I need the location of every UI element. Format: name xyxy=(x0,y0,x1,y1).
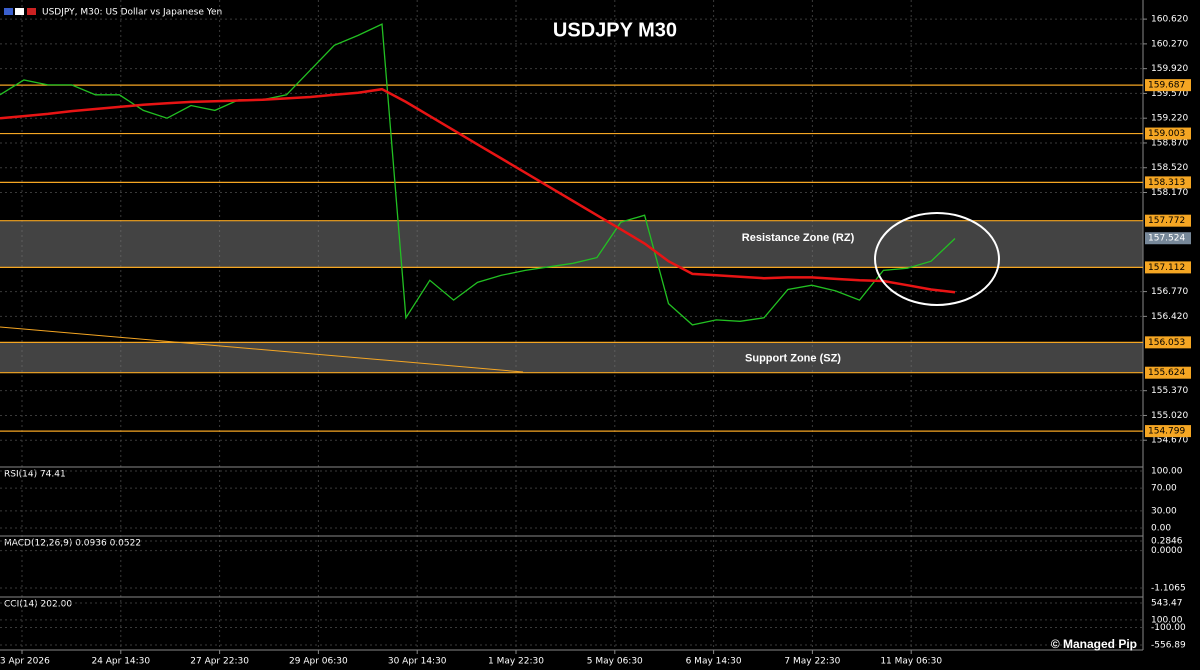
panel-tick-label: -1.1065 xyxy=(1151,584,1186,594)
price-tick-label: 159.220 xyxy=(1151,114,1188,124)
level-label: 159.003 xyxy=(1148,129,1185,139)
level-label: 155.624 xyxy=(1148,368,1185,378)
time-label: 11 May 06:30 xyxy=(880,657,942,667)
panel-tick-label: 0.0000 xyxy=(1151,546,1183,556)
price-tick-label: 155.370 xyxy=(1151,386,1188,396)
price-tick-label: 158.520 xyxy=(1151,163,1188,173)
price-tick-label: 156.420 xyxy=(1151,312,1188,322)
price-tick-label: 155.020 xyxy=(1151,411,1188,421)
panel-label: RSI(14) 74.41 xyxy=(4,470,66,480)
time-label: 5 May 06:30 xyxy=(587,657,643,667)
current-badge xyxy=(1145,232,1191,245)
panel-tick-label: 100.00 xyxy=(1151,467,1183,477)
price-tick-label: 160.270 xyxy=(1151,39,1188,49)
level-label: 157.772 xyxy=(1148,216,1185,226)
level-badge xyxy=(1145,336,1191,349)
zones: Resistance Zone (RZ) Support Zone (SZ) xyxy=(0,220,1143,373)
price-tick-label: 158.170 xyxy=(1151,188,1188,198)
highlight-circle xyxy=(874,212,1000,306)
level-badge xyxy=(1145,425,1191,438)
time-label: 27 Apr 22:30 xyxy=(190,657,249,667)
trend-line xyxy=(0,326,524,373)
levels xyxy=(0,84,1143,432)
time-label: 29 Apr 06:30 xyxy=(289,657,348,667)
price-tick-label: 156.770 xyxy=(1151,287,1188,297)
panel-tick-label: 30.00 xyxy=(1151,506,1177,516)
price-tick-label: 154.670 xyxy=(1151,436,1188,446)
current-label: 157.524 xyxy=(1148,234,1185,244)
grid xyxy=(0,0,1144,650)
zone xyxy=(0,342,1143,373)
zone xyxy=(0,220,1143,268)
indicator-panels: RSI(14) 74.41 100.00 70.00 30.00 0.00 MACD(12… xyxy=(0,466,1186,651)
panel-tick-label: 0.00 xyxy=(1151,524,1171,534)
price-tick-label: 160.620 xyxy=(1151,15,1188,25)
panel-tick-label: 100.00 xyxy=(1151,615,1183,625)
level-badge xyxy=(1145,176,1191,189)
time-axis: 23 Apr 2026 24 Apr 14:30 27 Apr 22:30 29 Ap… xyxy=(0,650,942,667)
level-badge xyxy=(1145,79,1191,92)
level-badge xyxy=(1145,214,1191,227)
level-label: 158.313 xyxy=(1148,178,1185,188)
series-line xyxy=(0,87,956,294)
level-badge xyxy=(1145,261,1191,274)
level-badge xyxy=(1145,127,1191,140)
level-label: 157.112 xyxy=(1148,263,1185,273)
panel-label: MACD(12,26,9) 0.0936 0.0522 xyxy=(4,539,141,549)
time-label: 1 May 22:30 xyxy=(488,657,544,667)
time-label: 24 Apr 14:30 xyxy=(91,657,150,667)
panel-tick-label: -100.00 xyxy=(1151,623,1186,633)
level-label: 154.799 xyxy=(1148,427,1185,437)
time-label: 6 May 14:30 xyxy=(686,657,742,667)
symbol-label: USDJPY, M30: US Dollar vs Japanese Yen xyxy=(42,8,222,18)
panel-tick-label: 70.00 xyxy=(1151,484,1177,494)
panel-tick-label: -556.89 xyxy=(1151,641,1186,651)
price-series xyxy=(0,23,956,326)
level-label: 159.687 xyxy=(1148,81,1185,91)
price-tick-label: 158.870 xyxy=(1151,138,1188,148)
level-badge xyxy=(1145,366,1191,379)
chart-icon xyxy=(27,8,36,15)
time-label: 30 Apr 14:30 xyxy=(388,657,447,667)
flag-icon xyxy=(4,8,13,15)
price-axis: 160.620 160.270 159.920 159.570 159.220 158.8… xyxy=(1143,15,1191,446)
price-tick-label: 159.570 xyxy=(1151,89,1188,99)
time-label: 23 Apr 2026 xyxy=(0,657,50,667)
zone-label: Resistance Zone (RZ) xyxy=(742,232,855,244)
level-label: 156.053 xyxy=(1148,338,1185,348)
watermark: © Managed Pip xyxy=(1051,637,1137,651)
panel-tick-label: 543.47 xyxy=(1151,599,1183,609)
panel-label: CCI(14) 202.00 xyxy=(4,600,72,610)
series-line xyxy=(0,23,956,326)
price-tick-label: 159.920 xyxy=(1151,64,1188,74)
zone-label: Support Zone (SZ) xyxy=(745,352,841,364)
time-label: 7 May 22:30 xyxy=(784,657,840,667)
panel-tick-label: 0.2846 xyxy=(1151,537,1183,547)
chart-title: USDJPY M30 xyxy=(553,19,677,41)
flag-icon xyxy=(15,8,24,15)
